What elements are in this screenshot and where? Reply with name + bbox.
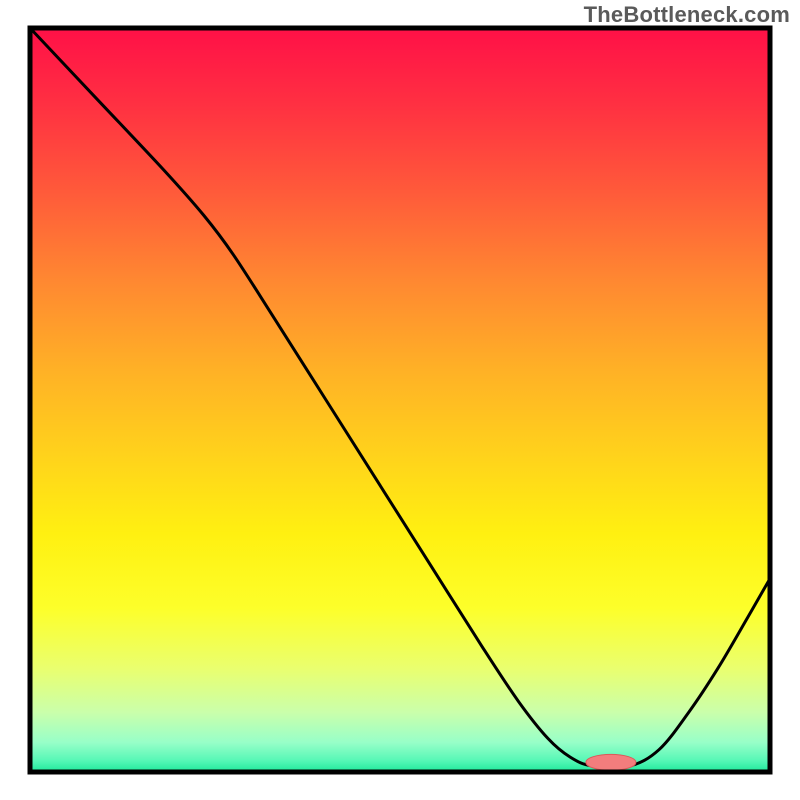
chart-container: TheBottleneck.com [0,0,800,800]
gradient-background [30,28,770,772]
bottleneck-chart [0,0,800,800]
watermark-text: TheBottleneck.com [584,2,790,28]
optimal-marker [586,754,636,770]
